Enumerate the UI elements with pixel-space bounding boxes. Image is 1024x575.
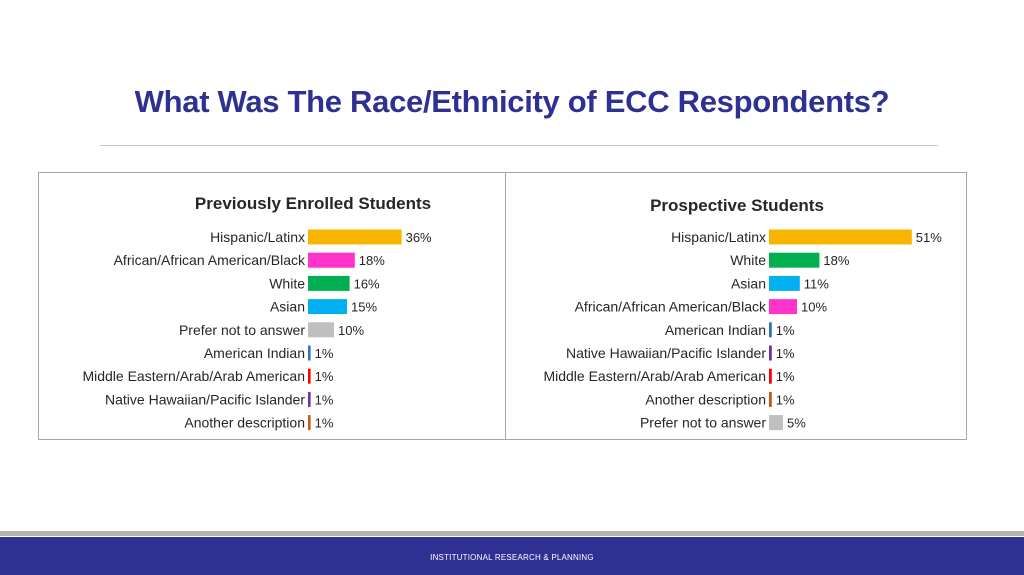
bar <box>308 391 311 407</box>
chart-title: Previously Enrolled Students <box>195 194 431 213</box>
data-label: 1% <box>776 346 795 361</box>
category-label: Prefer not to answer <box>179 322 305 338</box>
bar <box>769 252 820 268</box>
data-label: 1% <box>315 369 334 384</box>
category-label: Hispanic/Latinx <box>210 229 305 245</box>
data-label: 51% <box>916 230 942 245</box>
bar <box>308 252 355 268</box>
bar <box>769 275 800 291</box>
data-label: 1% <box>315 416 334 431</box>
bar <box>308 299 347 315</box>
bar <box>769 299 797 315</box>
category-label: Prefer not to answer <box>640 415 766 431</box>
category-label: American Indian <box>665 322 766 338</box>
category-label: White <box>730 252 766 268</box>
data-label: 18% <box>359 253 385 268</box>
data-label: 1% <box>315 346 334 361</box>
prospective-students-chart: Prospective Students Hispanic/Latinx 51% Wh… <box>543 196 942 431</box>
bar <box>308 368 311 384</box>
category-label: Middle Eastern/Arab/Arab American <box>82 368 305 384</box>
category-label: Hispanic/Latinx <box>671 229 766 245</box>
bar <box>308 345 311 361</box>
chart-frame <box>38 172 967 440</box>
data-label: 1% <box>776 392 795 407</box>
category-label: Middle Eastern/Arab/Arab American <box>543 368 766 384</box>
data-label: 11% <box>804 276 829 291</box>
data-label: 16% <box>354 276 380 291</box>
data-label: 15% <box>351 300 377 315</box>
category-label: African/African American/Black <box>114 252 306 268</box>
bar <box>769 368 772 384</box>
category-label: American Indian <box>204 345 305 361</box>
data-label: 36% <box>406 230 432 245</box>
bar <box>308 275 350 291</box>
bar <box>769 391 772 407</box>
category-label: Another description <box>645 391 766 407</box>
category-label: African/African American/Black <box>575 299 767 315</box>
chart-divider <box>505 172 506 440</box>
previously-enrolled-chart: Previously Enrolled Students Hispanic/Lat… <box>82 194 432 431</box>
category-label: White <box>269 275 305 291</box>
data-label: 5% <box>787 416 806 431</box>
category-label: Native Hawaiian/Pacific Islander <box>566 345 766 361</box>
footer-stripe <box>0 531 1024 536</box>
data-label: 1% <box>315 392 334 407</box>
bar <box>769 415 783 431</box>
category-label: Asian <box>270 299 305 315</box>
bar <box>308 415 311 431</box>
footer-bar <box>0 537 1024 575</box>
slide-title: What Was The Race/Ethnicity of ECC Respo… <box>134 84 890 119</box>
data-label: 1% <box>776 323 795 338</box>
chart-title: Prospective Students <box>650 196 824 215</box>
data-label: 1% <box>776 369 795 384</box>
bar <box>308 322 334 338</box>
category-label: Native Hawaiian/Pacific Islander <box>105 391 305 407</box>
bar <box>769 322 772 338</box>
data-label: 10% <box>338 323 364 338</box>
category-label: Asian <box>731 275 766 291</box>
data-label: 18% <box>823 253 849 268</box>
bar <box>769 229 912 245</box>
footer-text: INSTITUTIONAL RESEARCH & PLANNING <box>430 553 594 562</box>
bar <box>769 345 772 361</box>
title-divider <box>100 145 938 146</box>
bar <box>308 229 402 245</box>
category-label: Another description <box>184 415 305 431</box>
data-label: 10% <box>801 300 827 315</box>
